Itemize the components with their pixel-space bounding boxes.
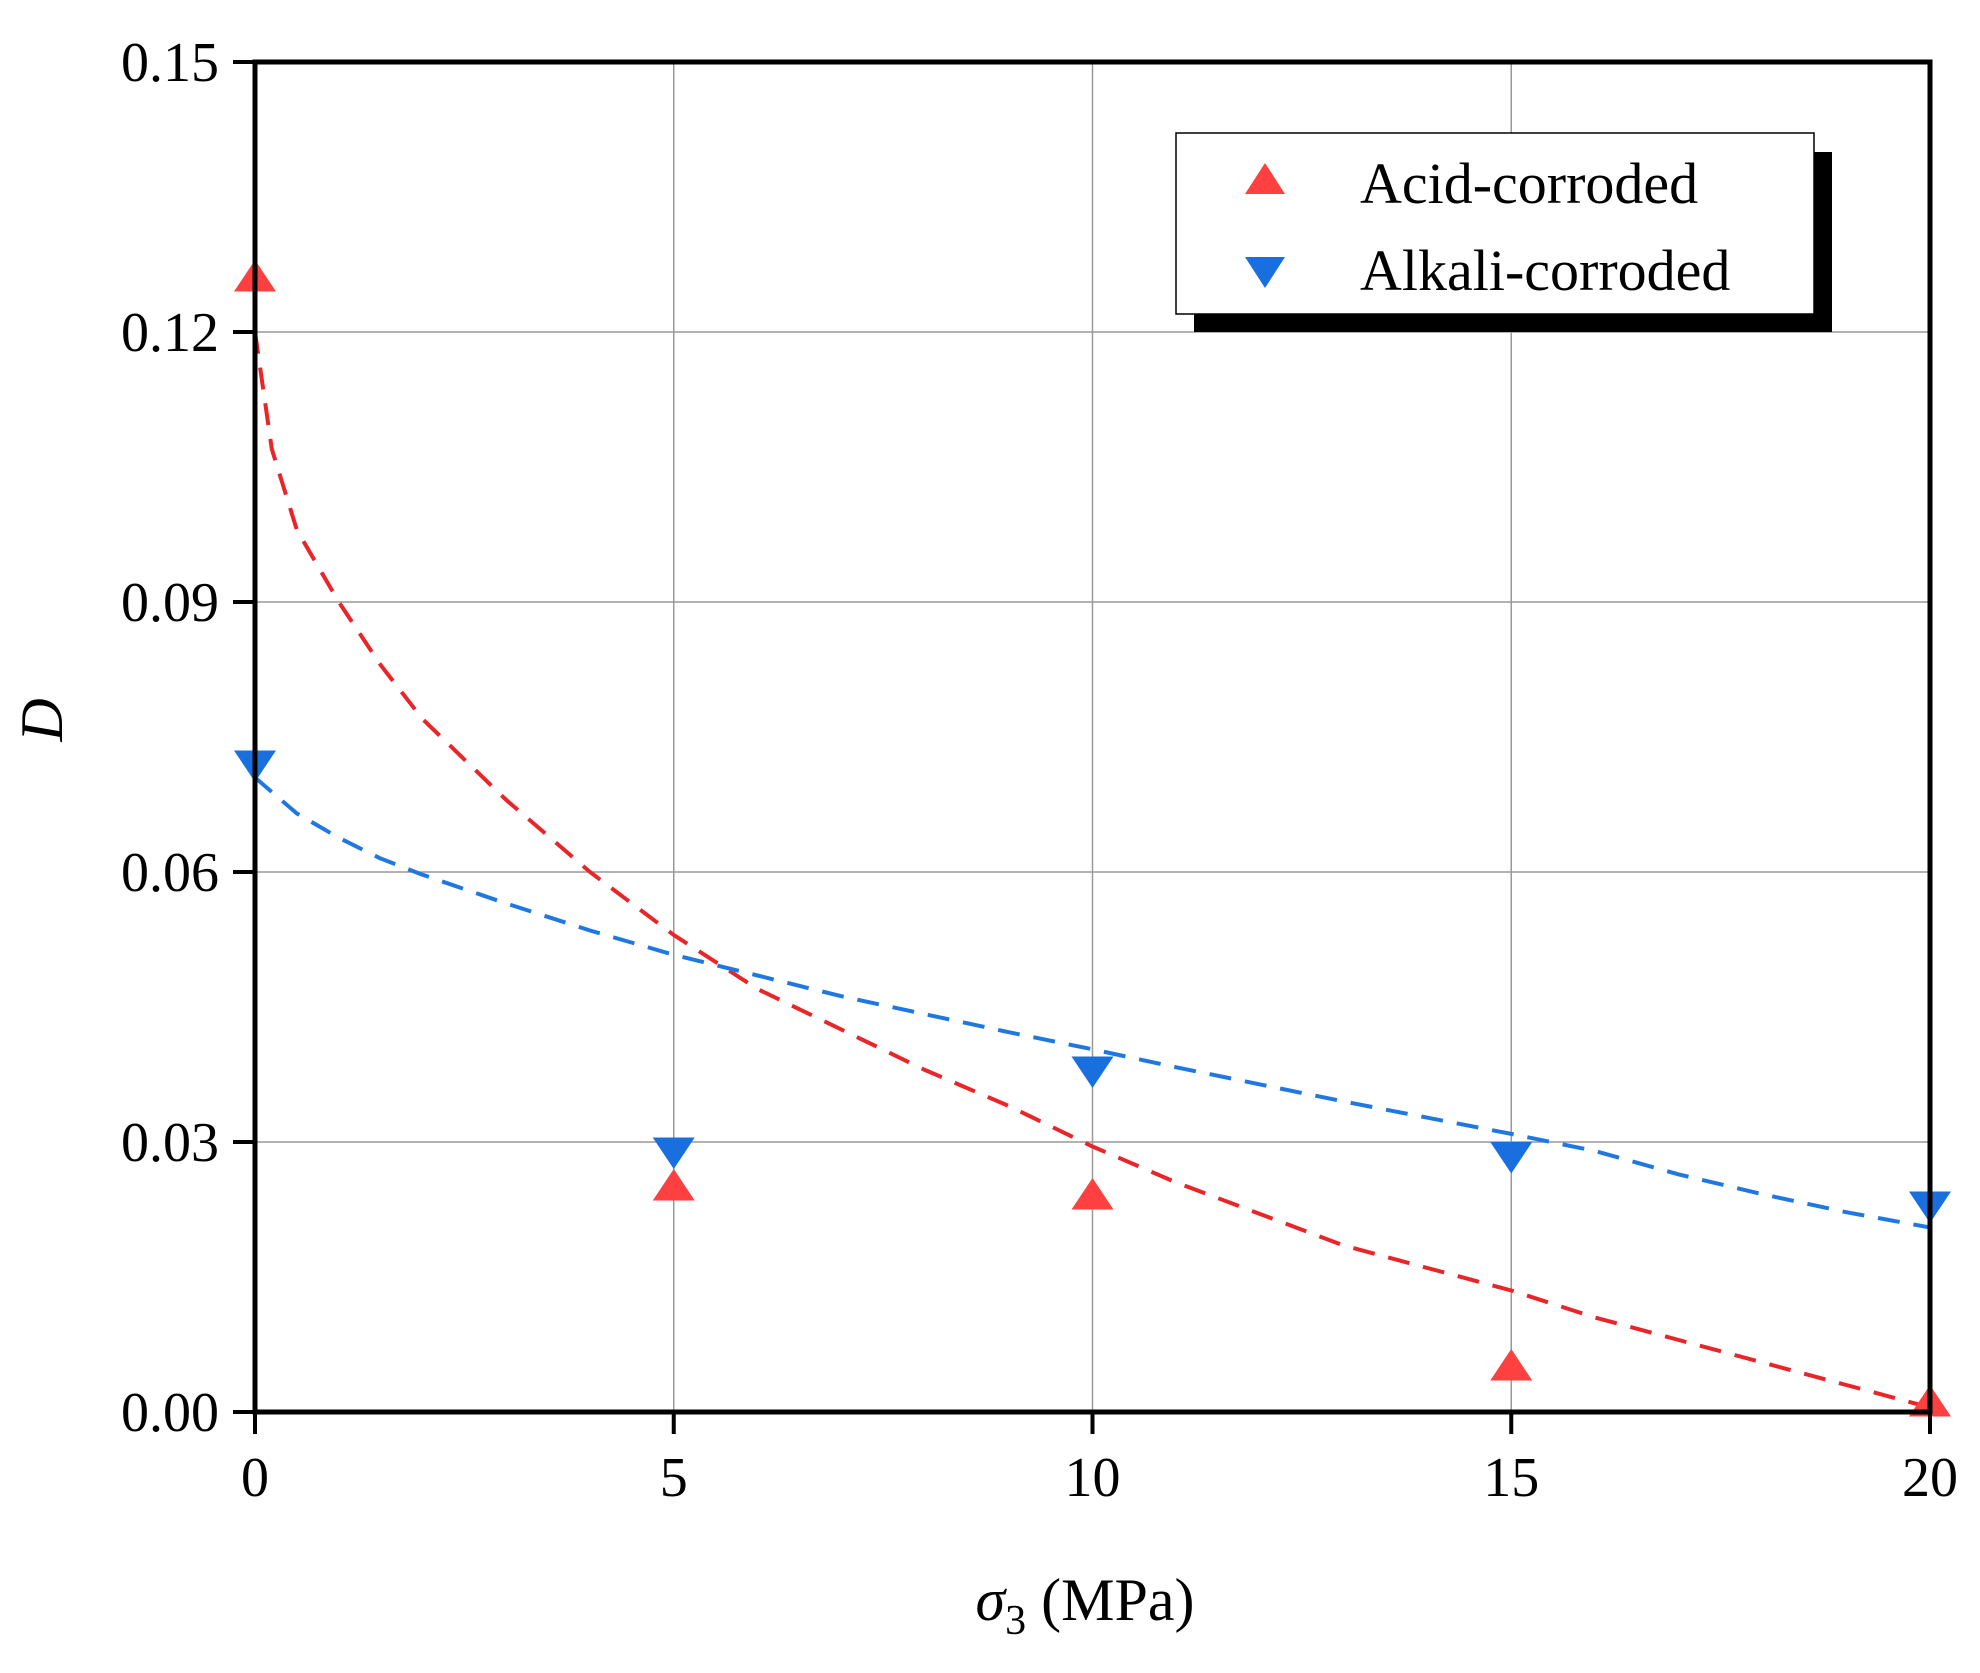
data-point-acid: [652, 1169, 695, 1201]
y-tick-label: 0.06: [121, 842, 219, 904]
data-point-alkali: [1490, 1142, 1533, 1174]
legend: Acid-corroded Alkali-corroded: [1175, 132, 1832, 332]
legend-marker-acid: [1245, 163, 1285, 194]
y-tick-label: 0.03: [121, 1112, 219, 1174]
x-tick-label: 0: [241, 1447, 269, 1509]
data-point-acid: [1490, 1349, 1533, 1381]
legend-box: [1175, 132, 1815, 315]
y-tick-label: 0.09: [121, 572, 219, 634]
x-tick-label: 15: [1483, 1447, 1539, 1509]
y-tick-label: 0.15: [121, 32, 219, 94]
fit-curves: [253, 331, 1931, 1410]
y-axis-title: D: [9, 698, 75, 742]
x-axis-title-subscript: 3: [1005, 1598, 1026, 1644]
x-tick-label: 20: [1902, 1447, 1958, 1509]
x-axis-title-unit: (MPa): [1026, 1567, 1194, 1633]
legend-label-alkali: Alkali-corroded: [1360, 238, 1730, 303]
data-point-acid: [1071, 1178, 1114, 1210]
legend-label-acid: Acid-corroded: [1360, 151, 1698, 216]
x-axis-title: σ3 (MPa): [976, 1567, 1195, 1644]
legend-marker-alkali: [1245, 257, 1285, 288]
x-axis-title-symbol: σ: [976, 1567, 1008, 1633]
y-tick-label: 0.12: [121, 302, 219, 364]
axis-ticks: 0 5 10 15 20 0.00 0.03 0.06 0.09 0.12 0.15: [121, 32, 1958, 1509]
x-tick-label: 10: [1065, 1447, 1121, 1509]
y-tick-label: 0.00: [121, 1382, 219, 1444]
data-point-alkali: [1071, 1056, 1114, 1088]
x-tick-label: 5: [660, 1447, 688, 1509]
fit-curve-acid: [253, 331, 1931, 1410]
fit-curve-alkali: [253, 775, 1931, 1230]
data-point-alkali: [652, 1137, 695, 1169]
